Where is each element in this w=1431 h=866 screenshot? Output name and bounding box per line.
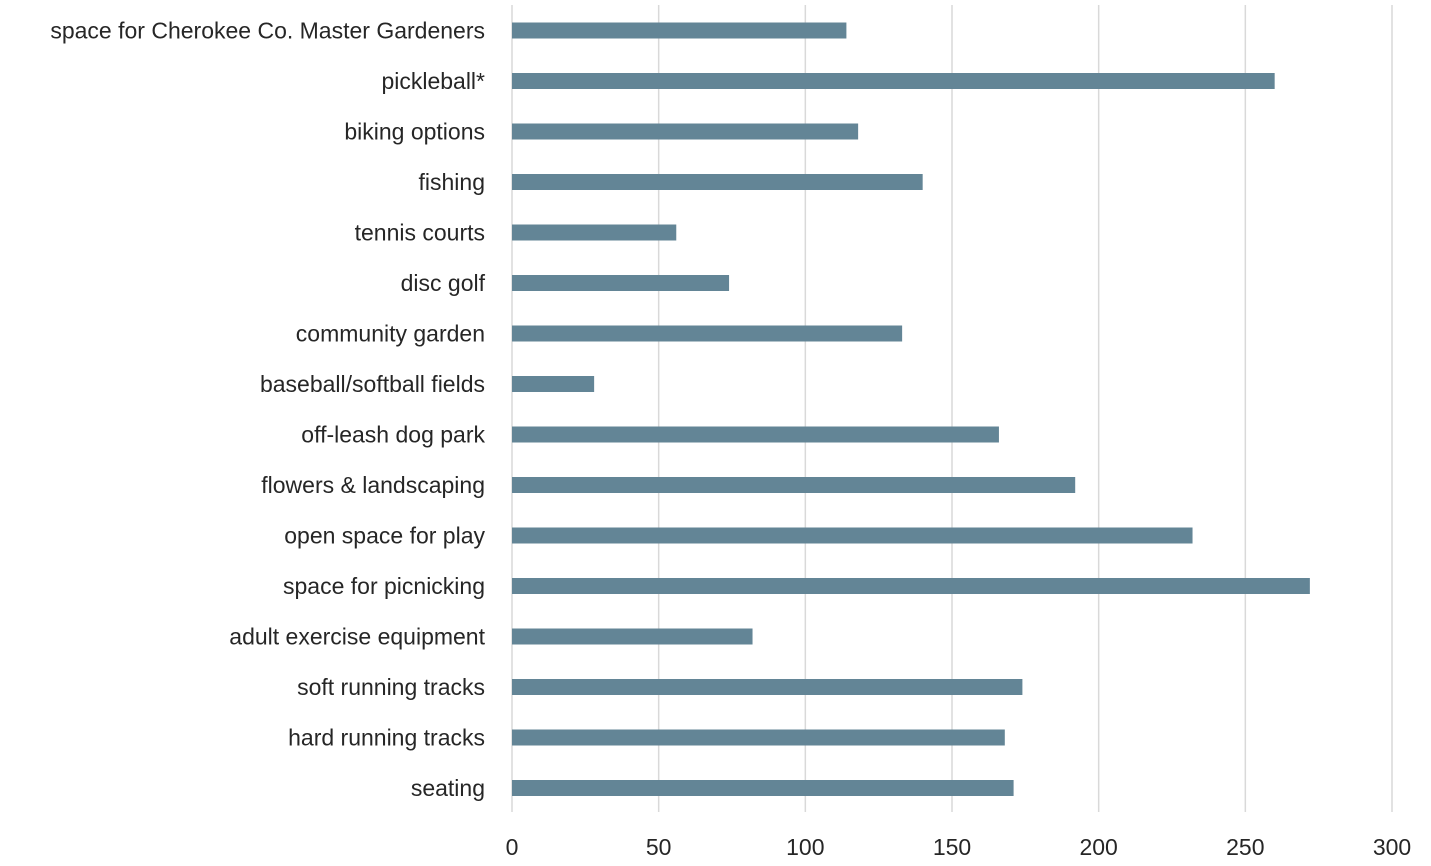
x-tick-label: 150 (933, 834, 971, 860)
category-label: space for Cherokee Co. Master Gardeners (50, 18, 485, 44)
category-label: soft running tracks (297, 674, 485, 700)
category-label: flowers & landscaping (261, 472, 485, 498)
x-tick-label: 0 (506, 834, 519, 860)
bar (512, 376, 595, 392)
category-label: open space for play (284, 523, 485, 549)
x-axis-tick-labels: 0 50 100 150 200 250 300 (506, 834, 1412, 860)
bar (512, 729, 1005, 746)
x-tick-label: 250 (1226, 834, 1264, 860)
category-label: pickleball* (381, 68, 485, 94)
category-label: tennis courts (355, 220, 485, 246)
category-label: biking options (344, 119, 485, 145)
category-label: space for picnicking (283, 573, 485, 599)
bar (512, 123, 859, 140)
bar (512, 527, 1193, 544)
category-label: disc golf (401, 270, 486, 296)
bar (512, 22, 847, 39)
category-label: community garden (296, 321, 485, 347)
category-label: off-leash dog park (301, 422, 485, 448)
x-tick-label: 200 (1079, 834, 1117, 860)
bar (512, 426, 999, 443)
x-tick-label: 50 (646, 834, 672, 860)
category-label: adult exercise equipment (229, 624, 485, 650)
bar (512, 628, 753, 645)
bar (512, 224, 677, 241)
category-label: seating (411, 775, 485, 801)
bar (512, 275, 730, 291)
category-label: hard running tracks (288, 725, 485, 751)
bars (512, 22, 1310, 796)
x-tick-label: 100 (786, 834, 824, 860)
bar (512, 174, 923, 190)
bar (512, 578, 1310, 594)
category-labels: space for Cherokee Co. Master Gardeners p… (50, 18, 485, 802)
category-label: fishing (419, 169, 485, 195)
bar (512, 780, 1014, 796)
bar (512, 477, 1076, 493)
bar (512, 679, 1023, 695)
bar (512, 325, 903, 342)
category-label: baseball/softball fields (260, 371, 485, 397)
x-tick-label: 300 (1373, 834, 1411, 860)
bar (512, 73, 1275, 89)
